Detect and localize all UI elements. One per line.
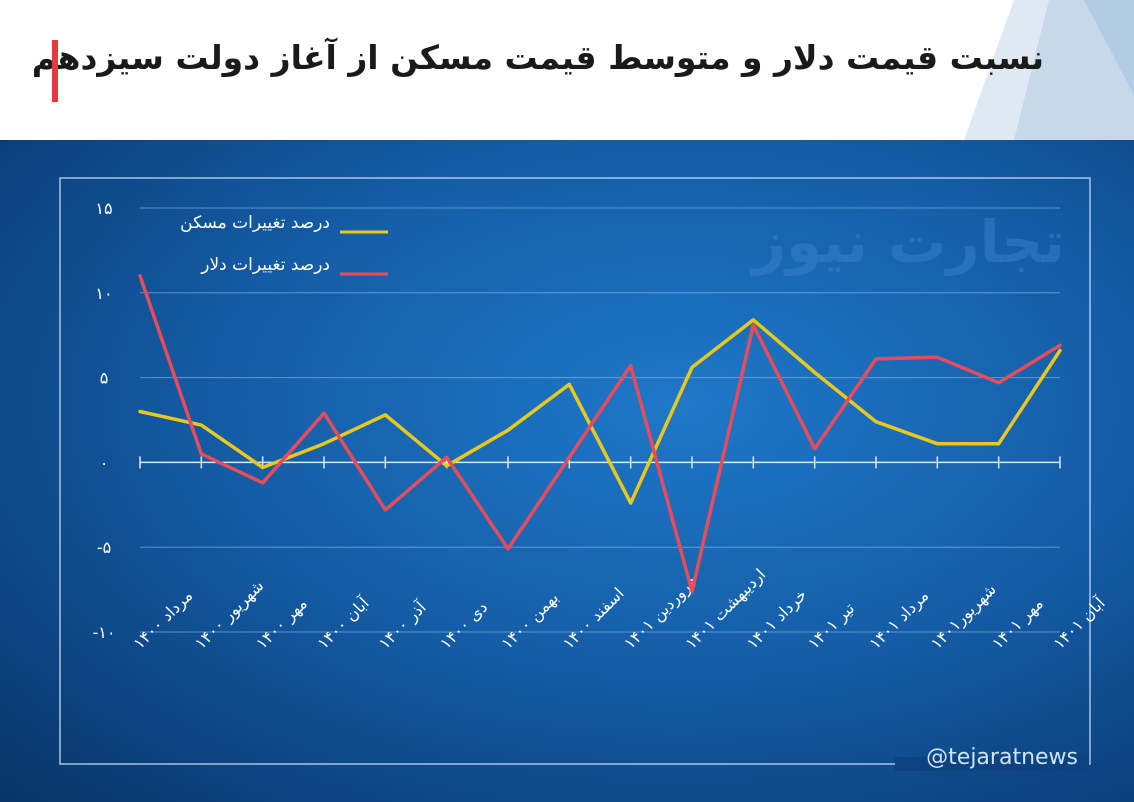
- header: نسبت قیمت دلار و متوسط قیمت مسکن از آغاز…: [0, 0, 1134, 140]
- chart-panel: تجارت نیوز ۱۵ ۱۰ ۵ ۰ -۵ -۱۰ مرداد ۱۴۰۰ شهریور ۱۴…: [0, 140, 1134, 802]
- frame-gap: [895, 757, 1089, 771]
- x-tick-label: مرداد ۱۴۰۰: [129, 586, 197, 654]
- header-decoration: [964, 0, 1134, 140]
- x-tick-label: شهریور۱۴۰۱: [927, 580, 1001, 654]
- x-tick-label: آبان ۱۴۰۱: [1049, 592, 1109, 652]
- x-tick-label: خرداد ۱۴۰۱: [743, 585, 812, 654]
- y-tick-label: ۰: [100, 453, 109, 472]
- x-tick-label: دی ۱۴۰۰: [436, 598, 491, 653]
- x-tick-label: اسفند ۱۴۰۰: [559, 584, 628, 653]
- x-tick-label: آذر ۱۴۰۰: [375, 597, 432, 654]
- y-tick-label: ۱۵: [95, 199, 112, 218]
- legend-label: درصد تغییرات مسکن: [180, 213, 330, 233]
- x-tick-label: مهر ۱۴۰۱: [988, 594, 1048, 654]
- y-tick-label: -۱۰: [93, 623, 116, 642]
- x-tick-label: مرداد ۱۴۰۱: [865, 586, 933, 654]
- chart-frame: [59, 177, 1091, 765]
- social-handle: @tejaratnews: [926, 745, 1078, 770]
- watermark: تجارت نیوز: [750, 208, 1065, 277]
- x-tick-label: تیر ۱۴۰۱: [804, 599, 859, 654]
- series-line-dollar: [138, 274, 1062, 594]
- x-tick-label: آبان ۱۴۰۰: [313, 592, 373, 652]
- y-tick-label: ۵: [100, 369, 109, 388]
- x-tick-label: مهر ۱۴۰۰: [252, 594, 312, 654]
- page-title: نسبت قیمت دلار و متوسط قیمت مسکن از آغاز…: [31, 38, 1044, 77]
- series-line-housing: [138, 318, 1062, 505]
- y-tick-label: ۱۰: [95, 284, 112, 303]
- legend-label: درصد تغییرات دلار: [200, 255, 330, 275]
- y-tick-label: -۵: [97, 538, 111, 557]
- x-tick-label: بهمن ۱۴۰۰: [497, 588, 563, 654]
- title-accent-bar: [52, 40, 58, 102]
